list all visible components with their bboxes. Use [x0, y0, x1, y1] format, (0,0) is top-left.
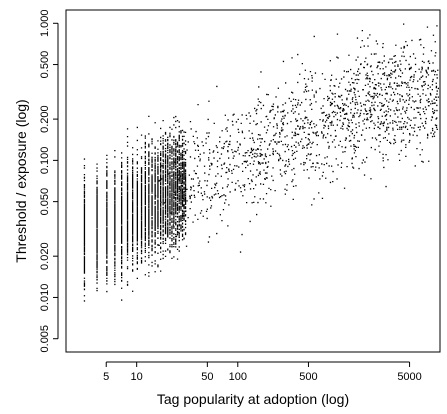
y-tick-label: 0.020 [39, 242, 51, 270]
y-tick-label: 0.050 [39, 188, 51, 216]
x-tick-label: 500 [299, 371, 317, 383]
x-tick-label: 5000 [397, 371, 421, 383]
x-axis: 5 10 50 100 500 5000 [103, 361, 422, 383]
y-tick-label: 1.000 [39, 10, 51, 38]
x-tick-label: 100 [229, 371, 247, 383]
y-tick-label: 0.005 [39, 325, 51, 353]
y-tick-label: 0.200 [39, 105, 51, 133]
plot-frame [65, 9, 441, 353]
y-tick-label: 0.500 [39, 51, 51, 79]
x-tick-label: 10 [131, 371, 143, 383]
y-tick-label: 0.010 [39, 284, 51, 312]
scatter-point [83, 23, 440, 302]
x-axis-label: Tag popularity at adoption (log) [157, 391, 349, 407]
y-axis-label: Threshold / exposure (log) [13, 99, 29, 262]
data-points [83, 23, 440, 302]
y-tick-label: 0.100 [39, 147, 51, 175]
x-tick-label: 5 [103, 371, 109, 383]
y-axis: 0.005 0.010 0.020 0.050 0.100 0.200 0.500 1.000 [39, 10, 59, 353]
x-tick-label: 50 [201, 371, 213, 383]
